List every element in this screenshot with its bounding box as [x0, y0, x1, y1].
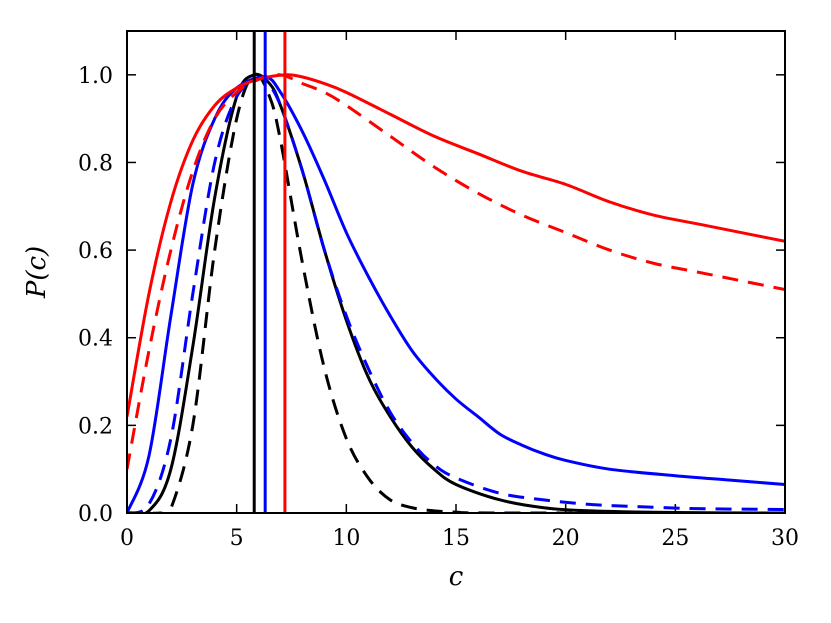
x-tick-label: 20 — [552, 526, 580, 551]
x-tick-label: 15 — [442, 526, 470, 551]
x-tick-label: 30 — [771, 526, 799, 551]
y-tick-label: 0.4 — [78, 327, 113, 352]
series-line-1 — [127, 72, 785, 513]
y-tick-label: 0.8 — [78, 151, 113, 176]
x-axis-label: c — [449, 562, 464, 592]
x-tick-label: 10 — [332, 526, 360, 551]
ticks-layer — [126, 31, 786, 514]
y-tick-label: 0.6 — [78, 239, 113, 264]
y-tick-label: 0.0 — [78, 502, 113, 527]
x-tick-label: 5 — [230, 526, 244, 551]
series-layer — [127, 72, 785, 513]
y-tick-label: 0.2 — [78, 414, 113, 439]
x-tick-label: 0 — [120, 526, 134, 551]
tick-labels-layer: 0 5 10 15 20 25 30 0.0 0.2 0.4 0.6 0.8 1.0 — [78, 64, 799, 551]
series-line-0 — [127, 72, 785, 513]
series-line-3 — [127, 74, 785, 513]
y-tick-label: 1.0 — [78, 64, 113, 89]
series-line-4 — [127, 73, 785, 417]
y-axis-label: P(c) — [22, 246, 52, 299]
vertical-lines-layer — [252, 31, 287, 513]
plot-frame — [126, 30, 786, 514]
x-tick-label: 25 — [661, 526, 689, 551]
series-line-5 — [127, 73, 785, 470]
series-line-2 — [127, 75, 785, 513]
